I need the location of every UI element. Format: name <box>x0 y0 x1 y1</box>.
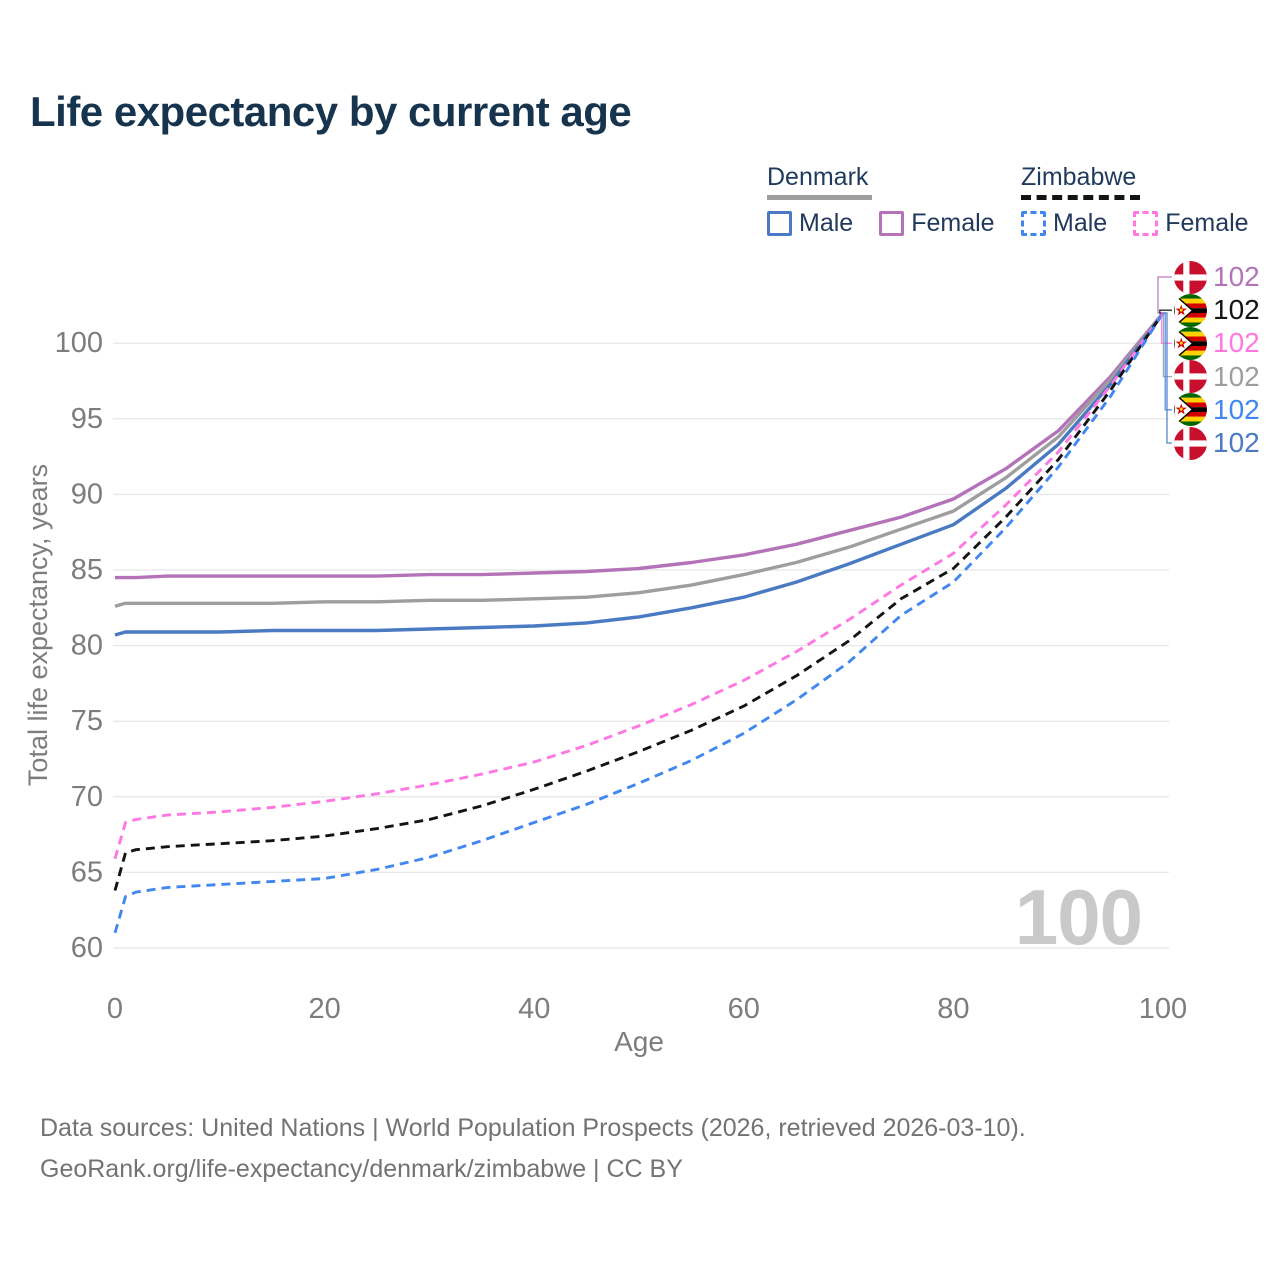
x-tick-label: 80 <box>937 993 969 1025</box>
x-tick-label: 100 <box>1139 993 1187 1025</box>
legend-header-zimbabwe[interactable]: Zimbabwe <box>1021 163 1141 200</box>
series-line-zimbabwe-female[interactable] <box>113 312 1165 860</box>
y-tick-label: 70 <box>71 781 103 813</box>
footer-url: GeoRank.org/life-expectancy/denmark/zimb… <box>40 1155 683 1183</box>
y-tick-label: 90 <box>71 478 103 510</box>
end-label-value: 102 <box>1213 261 1260 292</box>
denmark-flag-icon <box>1174 360 1207 394</box>
series-line-denmark-both-sexes[interactable] <box>114 311 1165 608</box>
zimbabwe-flag-icon <box>1174 393 1207 427</box>
denmark-flag-icon <box>1174 260 1207 294</box>
series-line-zimbabwe-male[interactable] <box>113 312 1165 934</box>
zimbabwe-flag-icon <box>1174 326 1207 360</box>
legend-label-denmark-male[interactable]: Male <box>799 209 854 237</box>
y-tick-label: 100 <box>55 327 103 359</box>
end-label-row: 102 <box>1174 293 1260 327</box>
y-tick-label: 60 <box>71 932 103 964</box>
legend-label-denmark-female[interactable]: Female <box>911 209 995 237</box>
checkbox-denmark-female[interactable] <box>879 211 905 236</box>
x-tick-label: 60 <box>728 993 760 1025</box>
end-label-row: 102 <box>1174 393 1260 427</box>
hover-age-watermark: 100 <box>1014 873 1143 961</box>
y-tick-label: 65 <box>71 856 103 888</box>
end-label-value: 102 <box>1213 427 1260 458</box>
checkbox-zimbabwe-male[interactable] <box>1021 211 1046 236</box>
checkbox-denmark-male[interactable] <box>767 211 792 236</box>
x-axis-title: Age <box>614 1026 664 1057</box>
y-tick-label: 85 <box>71 554 103 586</box>
end-label-row: 102 <box>1174 326 1260 360</box>
y-axis-title: Total life expectancy, years <box>23 464 53 786</box>
zimbabwe-flag-icon <box>1174 293 1207 327</box>
denmark-flag-icon <box>1174 426 1207 460</box>
end-label-value: 102 <box>1213 360 1260 392</box>
x-tick-label: 0 <box>107 993 123 1025</box>
footer-sources: Data sources: United Nations | World Pop… <box>40 1114 1026 1142</box>
chart-canvas[interactable]: 60 65 70 75 80 85 90 95 100 0 20 40 60 80 100 Age Total … <box>0 0 1280 1080</box>
legend-group-denmark: Denmark Male Female <box>767 163 1021 238</box>
legend-group-zimbabwe: Zimbabwe Male Female <box>1021 163 1275 238</box>
y-tick-label: 75 <box>71 705 103 737</box>
legend-label-zimbabwe-male[interactable]: Male <box>1053 209 1108 237</box>
y-tick-label: 95 <box>71 403 103 435</box>
end-label-value: 102 <box>1213 294 1260 326</box>
x-tick-label: 40 <box>518 993 550 1025</box>
end-label-value: 102 <box>1213 327 1260 359</box>
legend-label-zimbabwe-female[interactable]: Female <box>1165 209 1249 237</box>
page-title: Life expectancy by current age <box>30 88 632 135</box>
y-tick-label: 80 <box>71 630 103 662</box>
end-label-connector <box>1163 312 1172 444</box>
end-label-row: 102 <box>1174 360 1260 394</box>
series-line-denmark-female[interactable] <box>115 311 1165 580</box>
end-label-connector <box>1157 276 1172 314</box>
legend-row-denmark: Male Female <box>767 209 1021 238</box>
end-label-value: 102 <box>1213 393 1260 425</box>
legend-row-zimbabwe: Male Female <box>1021 209 1275 238</box>
checkbox-zimbabwe-female[interactable] <box>1133 211 1159 236</box>
series-line-denmark-male[interactable] <box>114 311 1165 637</box>
x-tick-label: 20 <box>308 993 340 1025</box>
end-label-row: 102 <box>1174 260 1260 294</box>
end-label-row: 102 <box>1174 426 1260 460</box>
chart-footer: Data sources: United Nations | World Pop… <box>40 1108 1026 1190</box>
legend-header-denmark[interactable]: Denmark <box>767 163 873 200</box>
